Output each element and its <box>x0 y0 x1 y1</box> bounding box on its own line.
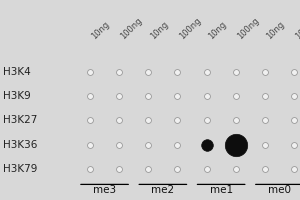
Point <box>204 143 209 146</box>
Text: 10ng: 10ng <box>265 19 286 41</box>
Point <box>204 119 209 122</box>
Point <box>88 95 92 98</box>
Point <box>146 119 151 122</box>
Text: H3K27: H3K27 <box>3 115 38 125</box>
Text: 100ng: 100ng <box>236 16 261 41</box>
Point <box>262 70 267 74</box>
Point <box>233 119 238 122</box>
Text: 100ng: 100ng <box>119 16 144 41</box>
Text: 10ng: 10ng <box>148 19 170 41</box>
Text: me0: me0 <box>268 185 291 195</box>
Text: 100ng: 100ng <box>177 16 202 41</box>
Point <box>292 70 296 74</box>
Point <box>204 95 209 98</box>
Text: H3K9: H3K9 <box>3 91 31 101</box>
Point <box>117 95 122 98</box>
Point <box>88 119 92 122</box>
Point <box>175 70 180 74</box>
Point <box>117 119 122 122</box>
Text: H3K4: H3K4 <box>3 67 31 77</box>
Point <box>117 167 122 170</box>
Point <box>146 143 151 146</box>
Point <box>175 95 180 98</box>
Point <box>175 143 180 146</box>
Point <box>292 143 296 146</box>
Point <box>146 95 151 98</box>
Point <box>175 167 180 170</box>
Point <box>233 167 238 170</box>
Point <box>262 143 267 146</box>
Point <box>204 167 209 170</box>
Text: me2: me2 <box>151 185 174 195</box>
Point <box>175 119 180 122</box>
Point <box>88 70 92 74</box>
Point <box>117 143 122 146</box>
Point <box>233 95 238 98</box>
Text: me1: me1 <box>210 185 233 195</box>
Point <box>88 167 92 170</box>
Point <box>262 167 267 170</box>
Point <box>262 119 267 122</box>
Point <box>262 95 267 98</box>
Point <box>233 70 238 74</box>
Text: 100ng: 100ng <box>294 16 300 41</box>
Point <box>117 70 122 74</box>
Point <box>233 143 238 146</box>
Text: H3K79: H3K79 <box>3 164 38 174</box>
Text: me3: me3 <box>93 185 116 195</box>
Point <box>204 70 209 74</box>
Point <box>292 119 296 122</box>
Point <box>146 70 151 74</box>
Point <box>88 143 92 146</box>
Text: 10ng: 10ng <box>90 19 111 41</box>
Text: H3K36: H3K36 <box>3 140 38 150</box>
Point <box>146 167 151 170</box>
Text: 10ng: 10ng <box>207 19 228 41</box>
Point <box>292 167 296 170</box>
Point <box>292 95 296 98</box>
